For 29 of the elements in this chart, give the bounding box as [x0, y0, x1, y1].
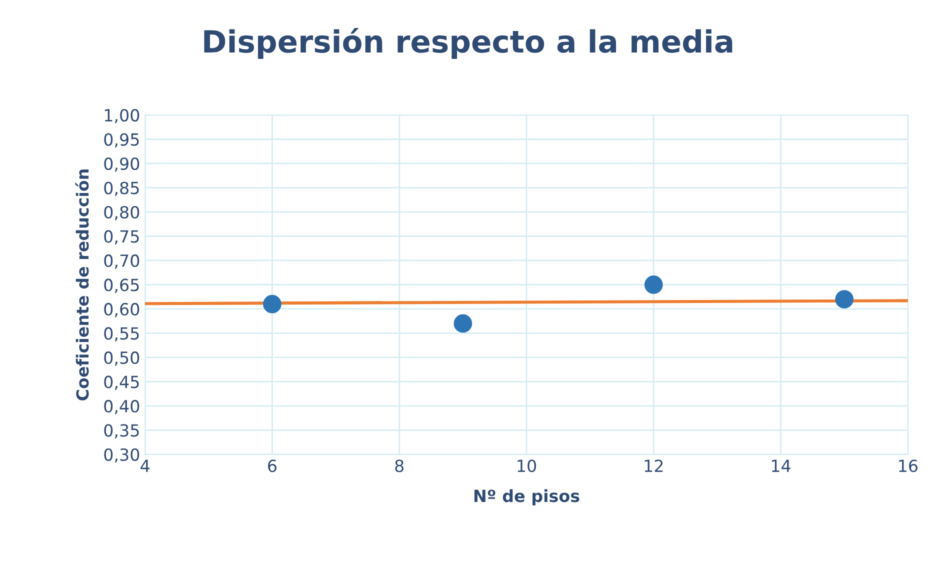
y-tick-label: 0,55 — [104, 327, 139, 342]
point — [835, 290, 854, 308]
x-tick-label: 6 — [268, 460, 276, 472]
y-tick-label: 0,45 — [104, 376, 139, 390]
x-tick-label: 14 — [772, 460, 790, 472]
x-tick-label: 10 — [518, 460, 536, 472]
x-axis-title: Nº de pisos — [474, 489, 580, 506]
x-tick-label: 4 — [140, 460, 150, 472]
x-tick-label: 16 — [899, 460, 918, 472]
y-tick-label: 1,00 — [104, 108, 140, 124]
x-tick-label: 8 — [395, 460, 404, 472]
x-tick-label: 12 — [644, 460, 663, 472]
chart-title: Dispersión respecto a la media — [204, 28, 732, 59]
y-tick-label: 0,40 — [104, 400, 140, 414]
point — [644, 276, 663, 294]
y-tick-label: 0,50 — [104, 351, 140, 366]
y-tick-label: 0,80 — [104, 206, 140, 220]
y-tick-label: 0,35 — [104, 424, 139, 438]
y-tick-label: 0,30 — [104, 448, 140, 463]
y-tick-label: 0,75 — [104, 230, 139, 244]
y-tick-label: 0,95 — [104, 133, 139, 148]
point — [263, 294, 282, 314]
y-tick-label: 0,70 — [104, 254, 140, 269]
y-axis-title: Coeficiente de reducción — [75, 170, 89, 400]
y-tick-label: 0,90 — [104, 157, 140, 172]
y-tick-label: 0,60 — [104, 302, 140, 318]
y-tick-label: 0,65 — [104, 278, 139, 293]
point — [454, 314, 472, 333]
y-tick-label: 0,85 — [104, 182, 139, 196]
